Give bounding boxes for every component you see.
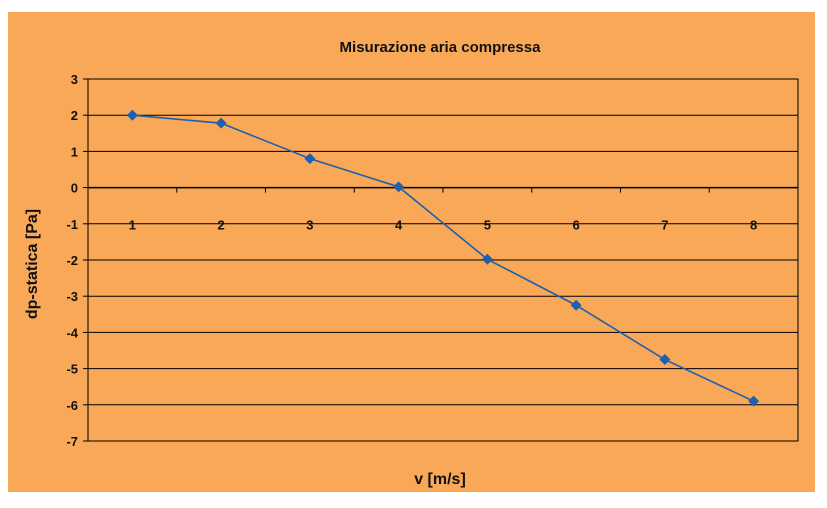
x-tick-label: 2 [218,218,225,233]
data-point [304,153,316,165]
y-tick-label: 3 [71,72,78,87]
x-tick-label: 4 [395,218,403,233]
x-tick-label: 5 [484,218,491,233]
data-point [659,354,671,366]
y-tick-label: 1 [71,144,78,159]
x-tick-label: 8 [750,218,757,233]
y-tick-label: -2 [66,253,78,268]
x-axis-label: v [m/s] [414,471,466,488]
y-tick-label: 2 [71,108,78,123]
data-point [126,109,138,121]
x-tick-label: 1 [129,218,136,233]
data-point [393,181,405,193]
plot-border [87,78,799,442]
y-axis-label: dp-statica [Pa] [24,209,41,319]
data-point [748,395,760,407]
series-line [132,114,754,402]
y-tick-label: -1 [66,217,78,232]
y-tick-label: -5 [66,362,78,377]
data-point [570,299,582,311]
y-tick-label: -4 [66,325,78,340]
line-chart: Misurazione aria compressa 3 2 1 0 -1 -2 -3 -4 -… [24,39,799,488]
chart-area: Misurazione aria compressa 3 2 1 0 -1 -2 -3 -4 -… [8,12,815,492]
y-tick-labels: 3 2 1 0 -1 -2 -3 -4 -5 -6 -7 [66,72,78,449]
y-tick-label: -7 [66,434,78,449]
axes [83,78,799,442]
x-tick-label: 6 [573,218,580,233]
y-tick-label: -3 [66,289,78,304]
series [126,109,760,407]
chart-title: Misurazione aria compressa [340,39,542,56]
x-tick-labels: 1 2 3 4 5 6 7 8 [129,218,757,233]
data-point [215,117,227,129]
y-tick-label: 0 [71,181,78,196]
gridlines [88,78,798,442]
x-tick-label: 3 [306,218,313,233]
x-tick-label: 7 [661,218,668,233]
data-point [481,253,493,265]
y-tick-label: -6 [66,398,78,413]
